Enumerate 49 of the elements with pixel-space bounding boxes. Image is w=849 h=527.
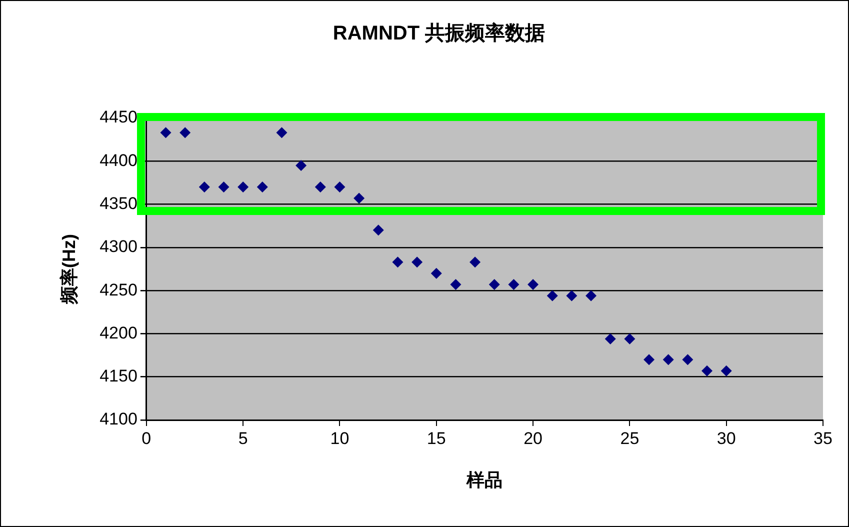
y-tick-label: 4250 [100, 280, 138, 300]
chart-title: RAMNDT 共振频率数据 [332, 22, 546, 45]
point [720, 365, 732, 376]
y-tick-label: 4350 [100, 194, 138, 213]
point [430, 268, 442, 279]
point [662, 354, 674, 366]
y-axis-title: 频率(Hz) [58, 234, 79, 305]
point [372, 224, 384, 236]
point [508, 279, 520, 290]
x-tick-label: 25 [620, 428, 640, 448]
x-tick-label: 5 [238, 428, 248, 448]
y-tick-label: 4100 [100, 410, 138, 429]
x-tick-label: 15 [426, 428, 446, 448]
point [334, 182, 346, 193]
x-tick-label: 30 [716, 428, 736, 448]
point [566, 290, 578, 302]
point [160, 127, 172, 138]
point [682, 354, 694, 366]
point [354, 192, 365, 204]
point [218, 182, 230, 193]
y-tick-label: 4450 [100, 108, 138, 127]
point [256, 182, 268, 193]
x-tick-label: 35 [814, 428, 832, 448]
y-tick-label: 4400 [100, 150, 138, 170]
point [276, 127, 288, 138]
point [546, 290, 558, 302]
point [450, 279, 462, 290]
point [604, 333, 616, 344]
point [644, 354, 655, 366]
point [238, 182, 249, 193]
point [488, 279, 500, 290]
point [296, 160, 307, 171]
point [314, 182, 326, 193]
y-tick-label: 4200 [100, 323, 138, 342]
x-axis-title: 样品 [466, 470, 503, 490]
y-tick-label: 4300 [100, 237, 138, 256]
x-tick-label: 0 [142, 428, 152, 448]
point [528, 279, 539, 290]
point [470, 256, 481, 268]
point [586, 290, 597, 302]
point [180, 127, 191, 138]
point [198, 182, 210, 193]
point [412, 256, 423, 268]
point [702, 365, 713, 376]
point [392, 256, 404, 268]
point [624, 333, 636, 344]
y-tick-label: 4150 [100, 366, 138, 386]
x-tick-label: 20 [524, 428, 542, 448]
x-tick-label: 10 [330, 428, 350, 448]
